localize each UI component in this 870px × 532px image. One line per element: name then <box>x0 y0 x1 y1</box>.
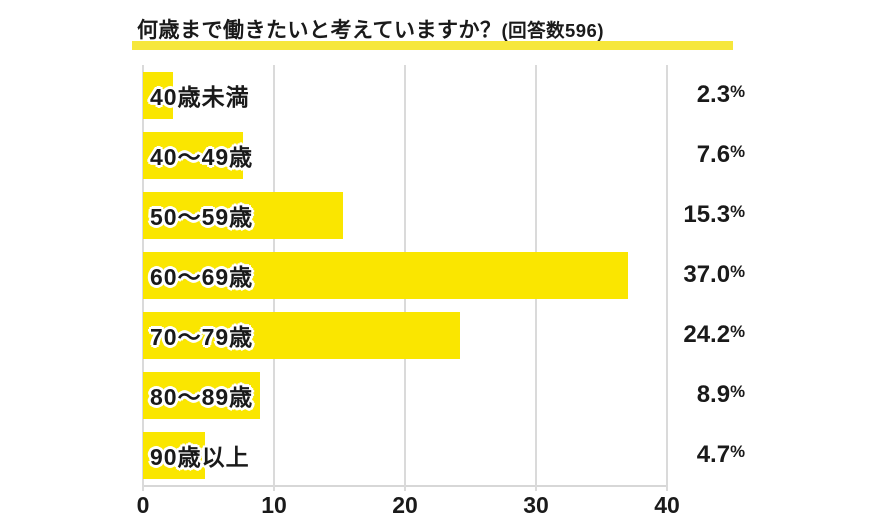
category-label: 40歳未満 <box>150 84 250 110</box>
category-label: 70～79歳 <box>150 324 254 350</box>
plot-area: 40歳未満 40～49歳 50～59歳 60～69歳 70～79歳 80～89歳 90歳以上 <box>142 65 668 491</box>
bar <box>143 132 243 179</box>
bar <box>143 312 461 359</box>
bar <box>143 192 344 239</box>
x-tick-label: 20 <box>392 492 418 518</box>
bar-row: 60～69歳 <box>143 245 667 305</box>
category-label: 80～89歳 <box>150 384 254 410</box>
percent-label: 7.6% <box>696 141 745 168</box>
percent-label: 15.3% <box>683 201 745 228</box>
category-label: 90歳以上 <box>150 444 250 470</box>
category-label: 60～69歳 <box>150 264 254 290</box>
x-tick-label: 40 <box>654 492 680 518</box>
bar <box>143 372 260 419</box>
bar-row: 70～79歳 <box>143 305 667 365</box>
bar-row: 90歳以上 <box>143 425 667 485</box>
percent-label: 4.7% <box>696 441 745 468</box>
percent-label: 2.3% <box>696 81 745 108</box>
title-underline <box>132 41 733 50</box>
bar-row: 40～49歳 <box>143 125 667 185</box>
bar-row: 50～59歳 <box>143 185 667 245</box>
chart-title-main: 何歳まで働きたいと考えていますか？ <box>137 19 502 42</box>
x-tick-label: 10 <box>261 492 287 518</box>
bar-row: 40歳未満 <box>143 65 667 125</box>
category-label: 40～49歳 <box>150 144 254 170</box>
percent-label: 8.9% <box>696 381 745 408</box>
chart-title-count: (回答数596) <box>501 20 604 41</box>
bar <box>143 432 205 479</box>
bar <box>143 72 174 119</box>
percent-label: 37.0% <box>683 261 745 288</box>
gridline <box>666 65 668 491</box>
x-tick-label: 30 <box>523 492 549 518</box>
chart-title: 何歳まで働きたいと考えていますか？(回答数596) <box>137 14 604 44</box>
x-tick-label: 0 <box>136 492 150 518</box>
percent-column: 2.3% 7.6% 15.3% 37.0% 24.2% 8.9% 4.7% <box>670 65 745 485</box>
category-label: 50～59歳 <box>150 204 254 230</box>
x-axis: 0 10 20 30 40 <box>137 492 680 522</box>
bar-row: 80～89歳 <box>143 365 667 425</box>
percent-label: 24.2% <box>683 321 745 348</box>
bar <box>143 252 628 299</box>
